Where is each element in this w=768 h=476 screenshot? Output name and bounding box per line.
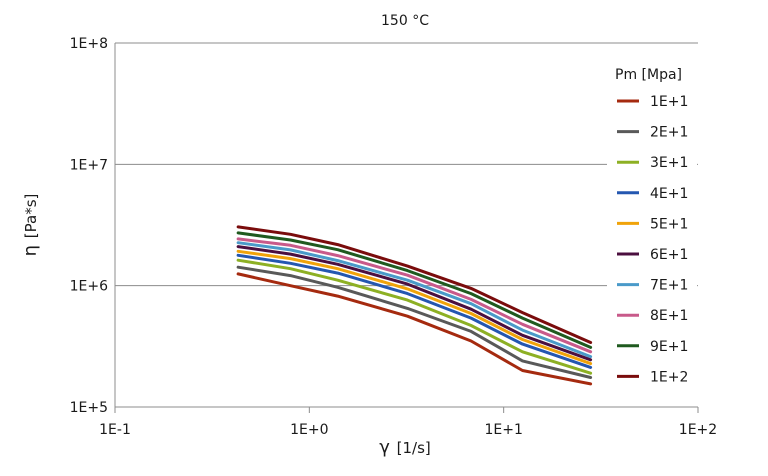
series-line xyxy=(236,249,593,366)
y-tick-label: 1E+8 xyxy=(70,36,108,52)
legend-label: 6E+1 xyxy=(650,247,688,263)
series-line xyxy=(236,265,593,379)
y-axis-title: η [Pa*s] xyxy=(20,194,41,257)
series-line xyxy=(236,225,593,344)
legend-background xyxy=(607,60,697,400)
legend-label: 4E+1 xyxy=(650,186,688,202)
y-axis-unit: [Pa*s] xyxy=(22,194,40,239)
y-tick-label: 1E+6 xyxy=(70,279,108,295)
series-line xyxy=(236,258,593,375)
series-line xyxy=(236,245,593,362)
series-line xyxy=(236,253,593,369)
series-line xyxy=(236,231,593,349)
axes: 1E+5 1E+6 1E+7 1E+8 1E-1 1E+0 1E+1 1E+2 xyxy=(70,36,718,438)
series-line xyxy=(236,237,593,354)
legend-title: Pm [Mpa] xyxy=(615,67,682,83)
y-tick-label: 1E+7 xyxy=(70,157,108,173)
x-tick-label: 1E-1 xyxy=(99,422,131,438)
x-tick-label: 1E+2 xyxy=(679,422,717,438)
legend-label: 3E+1 xyxy=(650,155,688,171)
legend-label: 8E+1 xyxy=(650,308,688,324)
legend-label: 9E+1 xyxy=(650,339,688,355)
series-line xyxy=(236,241,593,359)
x-axis-symbol: γ xyxy=(379,437,390,458)
y-axis-symbol: η xyxy=(20,245,41,256)
legend-label: 2E+1 xyxy=(650,125,688,141)
plot-series xyxy=(236,225,593,386)
legend-label: 1E+1 xyxy=(650,94,688,110)
legend-label: 1E+2 xyxy=(650,369,688,385)
x-axis-title: γ [1/s] xyxy=(379,437,431,458)
x-tick-label: 1E+0 xyxy=(290,422,328,438)
x-axis-unit: [1/s] xyxy=(397,439,431,457)
legend-label: 5E+1 xyxy=(650,216,688,232)
y-tick-label: 1E+5 xyxy=(70,400,108,416)
legend-label: 7E+1 xyxy=(650,278,688,294)
legend: Pm [Mpa] 1E+1 2E+1 3E+1 4E+1 5E+1 6E+1 7E+1 8E+1… xyxy=(607,60,697,400)
chart-title: 150 °C xyxy=(381,13,429,29)
x-tick-label: 1E+1 xyxy=(484,422,522,438)
series-line xyxy=(236,272,593,386)
